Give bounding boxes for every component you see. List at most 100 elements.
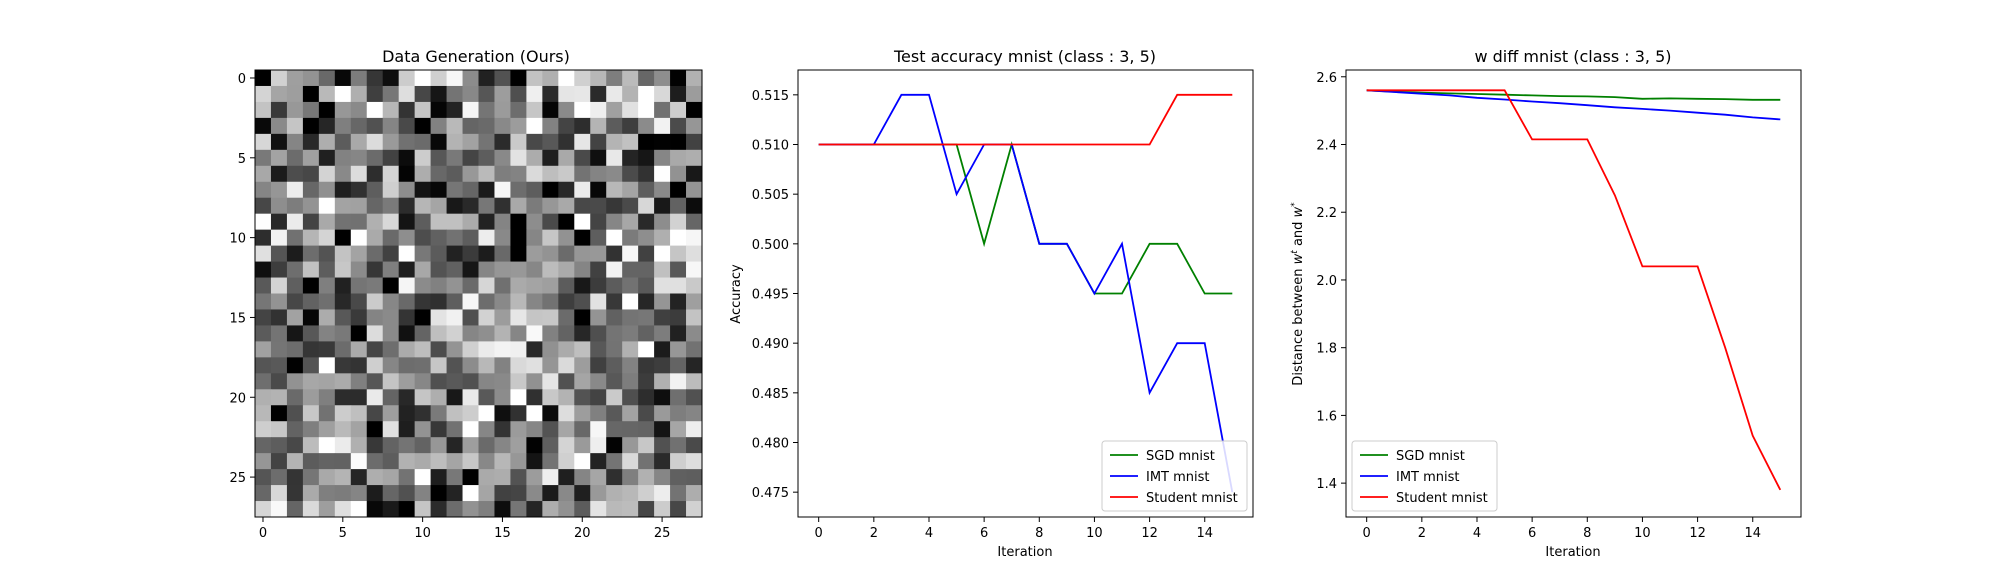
heatmap-cell [510, 117, 527, 135]
heatmap-cell [542, 405, 559, 422]
heatmap-cell [270, 373, 288, 390]
heatmap-cell [318, 389, 336, 406]
heatmap-cell [366, 213, 384, 231]
heatmap-cell [606, 469, 623, 486]
heatmap-cell [430, 437, 447, 454]
heatmap-cell [334, 469, 352, 486]
heatmap-cell [366, 101, 384, 119]
heatmap-cell [350, 389, 368, 406]
heatmap-cell [654, 213, 671, 231]
heatmap-cell [526, 277, 543, 294]
heatmap-cell [558, 149, 575, 167]
heatmap-cell [382, 165, 400, 183]
heatmap-cell [478, 325, 495, 342]
heatmap-cell [382, 229, 400, 246]
heatmap-xtick-label: 0 [259, 526, 267, 541]
heatmap-cell [526, 437, 543, 454]
heatmap-cell [446, 181, 463, 199]
accuracy-xlabel: Iteration [997, 545, 1052, 560]
heatmap-cell [318, 325, 336, 342]
heatmap-cell [286, 133, 304, 151]
heatmap-cell [638, 70, 655, 87]
accuracy-y-axis: 0.475 0.480 0.485 0.490 0.495 0.500 0.505 0.510… [752, 89, 798, 501]
heatmap-cell [334, 101, 352, 119]
heatmap-cell [350, 485, 368, 502]
heatmap-cell [606, 373, 623, 390]
heatmap-cell [558, 469, 575, 486]
heatmap-cell [574, 277, 591, 294]
heatmap-cell [574, 405, 591, 422]
wdiff-y-axis: 1.4 1.6 1.8 2.0 2.2 2.4 2.6 [1316, 71, 1346, 492]
heatmap-cell [510, 229, 527, 246]
heatmap-cell [510, 325, 527, 342]
heatmap-cell [606, 165, 623, 183]
heatmap-cell [430, 277, 447, 294]
wdiff-xtick-label: 12 [1689, 526, 1706, 541]
heatmap-cell [398, 421, 416, 438]
heatmap-cell [478, 485, 495, 502]
accuracy-ytick-label: 0.515 [752, 89, 789, 104]
heatmap-cell [606, 149, 623, 167]
heatmap-cell [590, 453, 607, 470]
accuracy-ytick-label: 0.485 [752, 387, 789, 402]
heatmap-cell [430, 245, 447, 262]
accuracy-legend: SGD mnist IMT mnist Student mnist [1101, 440, 1248, 512]
heatmap-cell [558, 197, 575, 215]
heatmap-cell [654, 501, 671, 518]
heatmap-cell [654, 277, 671, 294]
heatmap-cell [494, 245, 511, 262]
wdiff-ytick-label: 2.2 [1316, 206, 1337, 221]
heatmap-cell [255, 341, 272, 358]
heatmap-cell [270, 453, 288, 470]
heatmap-cell [414, 101, 431, 119]
heatmap-cell [255, 309, 272, 326]
heatmap-cell [654, 149, 671, 167]
heatmap-cell [494, 501, 511, 518]
heatmap-cell [350, 469, 368, 486]
heatmap-cell [318, 117, 336, 135]
heatmap-cell [462, 85, 479, 103]
heatmap-cell [526, 101, 543, 119]
heatmap-cell [255, 437, 272, 454]
heatmap-cell [686, 437, 703, 454]
heatmap-cell [462, 373, 479, 390]
heatmap-cell [574, 421, 591, 438]
heatmap-xtick-label: 10 [414, 526, 431, 541]
heatmap-cell [350, 421, 368, 438]
heatmap-cell [478, 293, 495, 310]
heatmap-cell [558, 181, 575, 199]
heatmap-cell [590, 101, 607, 119]
heatmap-cell [526, 469, 543, 486]
accuracy-ytick-label: 0.480 [752, 437, 789, 452]
heatmap-cell [255, 357, 272, 374]
heatmap-cell [462, 229, 479, 246]
heatmap-cell [398, 213, 416, 231]
heatmap-cell [446, 85, 463, 103]
heatmap-cell [542, 133, 559, 151]
heatmap-cell [286, 70, 304, 87]
heatmap-cell [510, 261, 527, 278]
wdiff-ylabel: Distance between wt and w* [1290, 202, 1306, 386]
heatmap-cell [494, 421, 511, 438]
heatmap-cell [478, 245, 495, 262]
wdiff-ytick-label: 1.6 [1316, 409, 1337, 424]
heatmap-cell [334, 389, 352, 406]
heatmap-cell [606, 325, 623, 342]
heatmap-cell [686, 165, 703, 183]
heatmap-cell [606, 453, 623, 470]
heatmap-cell [414, 70, 431, 87]
heatmap-ytick-label: 5 [238, 152, 246, 167]
heatmap-cell [382, 309, 400, 326]
heatmap-cell [255, 501, 272, 518]
heatmap-cell [622, 261, 639, 278]
heatmap-cell [606, 85, 623, 103]
heatmap-cell [430, 309, 447, 326]
heatmap-cell [686, 293, 703, 310]
heatmap-cell [302, 453, 320, 470]
heatmap-cell [590, 229, 607, 246]
heatmap-cell [414, 469, 431, 486]
heatmap-cell [494, 101, 511, 119]
heatmap-cell [302, 213, 320, 231]
heatmap-cell [286, 341, 304, 358]
heatmap-cell [638, 469, 655, 486]
